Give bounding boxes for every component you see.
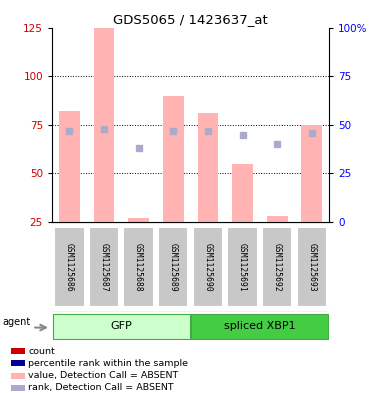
Text: count: count [28, 347, 55, 356]
Text: GFP: GFP [110, 321, 132, 331]
Text: GSM1125692: GSM1125692 [273, 243, 282, 292]
Bar [301, 125, 322, 271]
FancyBboxPatch shape [89, 228, 119, 307]
Text: GSM1125690: GSM1125690 [203, 243, 213, 292]
Text: GSM1125688: GSM1125688 [134, 243, 143, 292]
Bar [267, 216, 288, 271]
Bar [12, 348, 25, 354]
FancyBboxPatch shape [53, 314, 190, 338]
Bar [232, 163, 253, 271]
Bar [12, 373, 25, 379]
Text: GSM1125689: GSM1125689 [169, 243, 178, 292]
Bar [59, 111, 80, 271]
Bar [94, 28, 114, 271]
Text: value, Detection Call = ABSENT: value, Detection Call = ABSENT [28, 371, 179, 380]
Text: GSM1125687: GSM1125687 [99, 243, 109, 292]
FancyBboxPatch shape [262, 228, 293, 307]
Bar [163, 95, 184, 271]
Text: GSM1125693: GSM1125693 [307, 243, 316, 292]
Bar [12, 360, 25, 366]
Bar [198, 113, 218, 271]
Text: agent: agent [3, 317, 31, 327]
Text: GSM1125691: GSM1125691 [238, 243, 247, 292]
Text: GSM1125686: GSM1125686 [65, 243, 74, 292]
FancyBboxPatch shape [123, 228, 154, 307]
FancyBboxPatch shape [191, 314, 328, 338]
Bar [128, 218, 149, 271]
FancyBboxPatch shape [158, 228, 189, 307]
FancyBboxPatch shape [192, 228, 223, 307]
FancyBboxPatch shape [296, 228, 327, 307]
Title: GDS5065 / 1423637_at: GDS5065 / 1423637_at [113, 13, 268, 26]
FancyBboxPatch shape [227, 228, 258, 307]
Text: rank, Detection Call = ABSENT: rank, Detection Call = ABSENT [28, 384, 174, 392]
FancyBboxPatch shape [54, 228, 85, 307]
Text: spliced XBP1: spliced XBP1 [224, 321, 296, 331]
Bar [12, 385, 25, 391]
Text: percentile rank within the sample: percentile rank within the sample [28, 359, 188, 368]
